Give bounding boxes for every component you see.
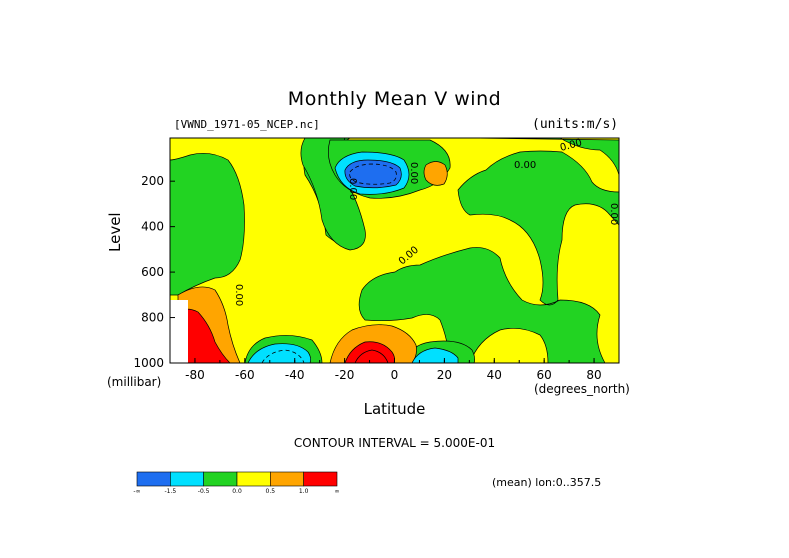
x-axis-label: Latitude <box>363 400 426 418</box>
chart-title: Monthly Mean V wind <box>287 88 502 110</box>
contour-label: 0.00 <box>347 178 358 200</box>
colorbar-label: -∞ <box>133 488 140 495</box>
x-tick-label: -20 <box>335 368 355 382</box>
x-axis-ticks: -80 -60 -40 -20 0 20 40 60 80 <box>169 358 620 382</box>
colorbar-swatch <box>270 471 304 487</box>
contour-label: 0.00 <box>233 284 244 306</box>
y-tick-label: 400 <box>141 220 164 234</box>
contour-dashed-surface <box>261 349 305 363</box>
mean-longitude-text: (mean) lon:0..357.5 <box>492 476 602 489</box>
colorbar-label: 0.5 <box>266 488 276 495</box>
fill-orange-upper-blob <box>423 161 448 186</box>
colorbar-label: 0.0 <box>232 488 242 495</box>
y-tick-label: 800 <box>141 311 164 325</box>
colorbar-swatch <box>303 471 338 487</box>
y-tick-label: 200 <box>141 174 164 188</box>
colorbar-label: -0.5 <box>198 488 210 495</box>
source-file-label: [VWND_1971-05_NCEP.nc] <box>174 118 320 131</box>
contour-dashed-upper <box>349 163 397 185</box>
x-tick-label: 0 <box>391 368 399 382</box>
contour-label: 0.00 <box>408 162 419 184</box>
colorbar-swatch <box>203 471 238 487</box>
x-tick-label: 80 <box>586 368 601 382</box>
colorbar-label: ∞ <box>335 488 340 495</box>
colorbar-label: -1.5 <box>164 488 176 495</box>
colorbar-label: 1.0 <box>299 488 309 495</box>
fill-green-right-top <box>469 138 619 176</box>
colorbar-swatch <box>170 471 204 487</box>
contour-fill-layer <box>170 138 619 363</box>
x-tick-label: -40 <box>285 368 305 382</box>
fill-cyan-surface-mid <box>411 347 459 363</box>
y-axis-units: (millibar) <box>107 375 162 389</box>
contour-label: 0.00 <box>608 203 619 225</box>
y-axis-ticks: 200 400 600 800 1000 <box>133 174 175 370</box>
y-tick-label: 1000 <box>133 356 164 370</box>
fill-blue-upper <box>344 159 402 189</box>
units-label: (units:m/s) <box>532 117 619 132</box>
x-tick-label: 40 <box>487 368 502 382</box>
colorbar: -∞ -1.5 -0.5 0.0 0.5 1.0 ∞ <box>133 471 340 495</box>
x-axis-units: (degrees_north) <box>534 382 630 396</box>
contour-interval-text: CONTOUR INTERVAL = 5.000E-01 <box>293 436 496 450</box>
fill-missing-data <box>170 300 188 363</box>
x-tick-label: -60 <box>235 368 255 382</box>
contour-label: 0.00 <box>514 160 536 171</box>
x-tick-label: 20 <box>437 368 452 382</box>
x-tick-label: 60 <box>537 368 552 382</box>
colorbar-swatch <box>136 471 171 487</box>
contour-solid-red-inner <box>354 349 389 363</box>
x-tick-label: -80 <box>185 368 205 382</box>
y-tick-label: 600 <box>141 265 164 279</box>
fill-green-right-upper <box>358 138 619 363</box>
colorbar-swatch <box>236 471 271 487</box>
